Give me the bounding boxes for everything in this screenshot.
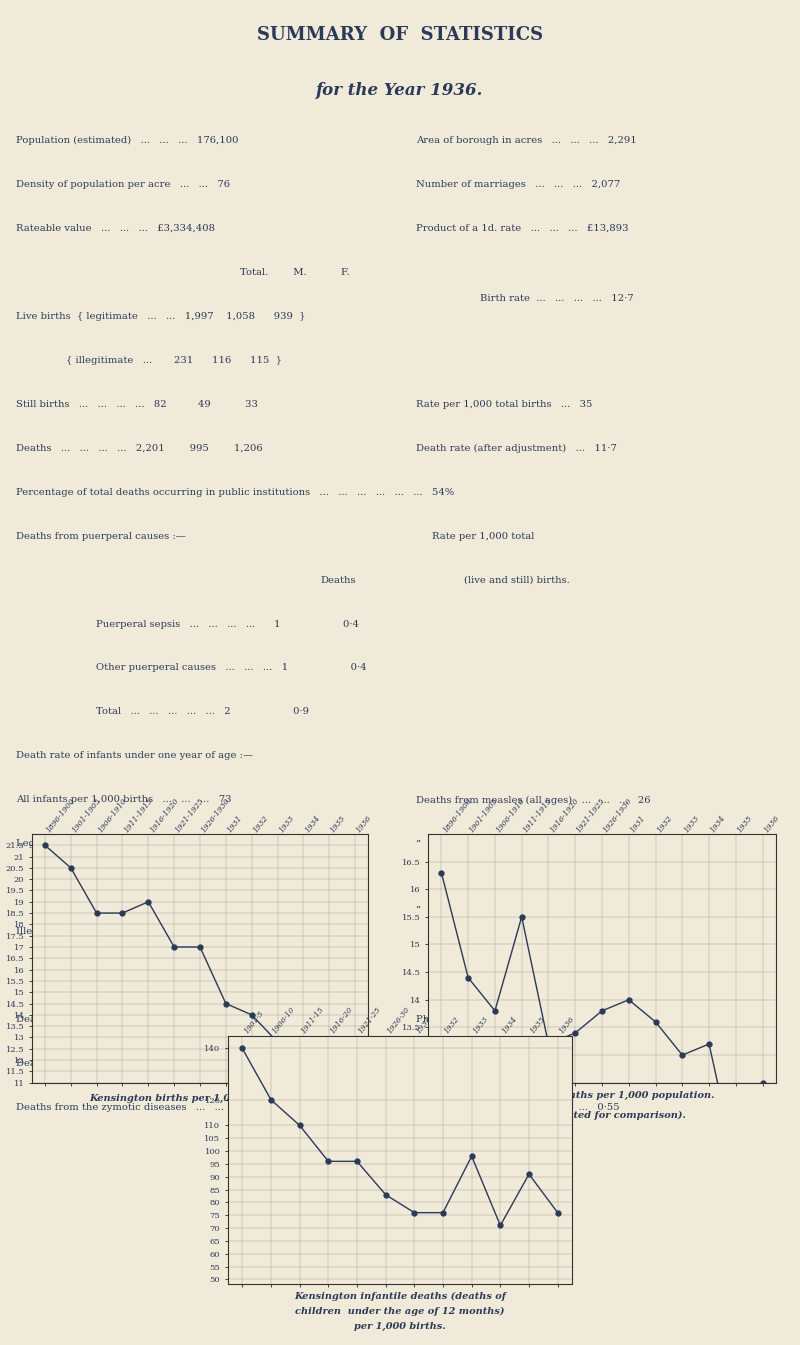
Text: 1933: 1933 (278, 814, 296, 834)
Text: 1916-1920: 1916-1920 (148, 796, 180, 834)
Text: 1936: 1936 (558, 1015, 576, 1036)
Text: Deaths: Deaths (320, 576, 355, 585)
Text: ”       diarrhœa (under 2 years of age)   ...   39: ” diarrhœa (under 2 years of age) ... 39 (416, 905, 647, 915)
Text: 1926-1930: 1926-1930 (602, 796, 634, 834)
Text: 1936: 1936 (355, 814, 374, 834)
Text: Kensington infantile deaths (deaths of: Kensington infantile deaths (deaths of (294, 1291, 506, 1301)
Text: Illegitimate infants per 1,000 illegitimate live: Illegitimate infants per 1,000 illegitim… (16, 928, 247, 936)
Text: Phthisis death rate   ...   ...   ...   ...   0·59: Phthisis death rate ... ... ... ... 0·59 (416, 1015, 619, 1025)
Text: 1931: 1931 (414, 1015, 433, 1036)
Text: 1935: 1935 (529, 1015, 547, 1036)
Text: for the Year 1936.: for the Year 1936. (316, 82, 484, 98)
Text: Total.        M.           F.: Total. M. F. (240, 268, 350, 277)
Text: 1936: 1936 (762, 814, 781, 834)
Text: 1921-1925: 1921-1925 (575, 796, 607, 834)
Text: ”       whooping cough (all ages)   ...   13: ” whooping cough (all ages) ... 13 (416, 839, 618, 849)
Text: Live births  { legitimate   ...   ...   1,997    1,058      939  }: Live births { legitimate ... ... 1,997 1… (16, 312, 306, 320)
Text: 1934: 1934 (709, 814, 727, 834)
Text: { illegitimate   ...       231      116      115  }: { illegitimate ... 231 116 115 } (16, 355, 282, 364)
Text: Area of borough in acres   ...   ...   ...   2,291: Area of borough in acres ... ... ... 2,2… (416, 136, 637, 145)
Text: (not adjusted for comparison).: (not adjusted for comparison). (518, 1111, 686, 1120)
Text: Legitimate infants per 1,000 legitimate live: Legitimate infants per 1,000 legitimate … (16, 839, 238, 849)
Text: Number of marriages   ...   ...   ...   2,077: Number of marriages ... ... ... 2,077 (416, 180, 620, 188)
Text: births   ...   ...   ...   ...   ...   104: births ... ... ... ... ... 104 (96, 971, 249, 981)
Text: 1901-1905: 1901-1905 (468, 796, 500, 834)
Text: (live and still) births.: (live and still) births. (464, 576, 570, 585)
Text: per 1,000 births.: per 1,000 births. (354, 1322, 446, 1332)
Text: 1926-1930: 1926-1930 (200, 796, 232, 834)
Text: 1933: 1933 (472, 1015, 490, 1036)
Text: 1896-1900: 1896-1900 (45, 796, 77, 834)
Text: Percentage of total deaths occurring in public institutions   ...   ...   ...   : Percentage of total deaths occurring in … (16, 488, 454, 496)
Text: 1932: 1932 (252, 814, 270, 834)
Text: Total   ...   ...   ...   ...   ...   2                    0·9: Total ... ... ... ... ... 2 0·9 (96, 707, 309, 717)
Text: 1901-1905: 1901-1905 (70, 796, 102, 834)
Text: 1931: 1931 (629, 814, 647, 834)
Text: Population (estimated)   ...   ...   ...   176,100: Population (estimated) ... ... ... 176,1… (16, 136, 238, 145)
Text: 1896-1900: 1896-1900 (442, 796, 474, 834)
Text: 1906-1910: 1906-1910 (495, 796, 527, 834)
Text: 1916-1920: 1916-1920 (549, 796, 580, 834)
Text: Deaths from puerperal causes :—: Deaths from puerperal causes :— (16, 531, 186, 541)
Text: Birth rate  ...   ...   ...   ...   12·7: Birth rate ... ... ... ... 12·7 (480, 295, 634, 303)
Text: Death rate of infants under one year of age :—: Death rate of infants under one year of … (16, 752, 253, 760)
Text: 1911-1915: 1911-1915 (522, 796, 554, 834)
Text: Deaths from phthisis   ...   ...   ...   ...   105: Deaths from phthisis ... ... ... ... 105 (16, 1015, 226, 1025)
Text: 1935: 1935 (330, 814, 347, 834)
Text: children  under the age of 12 months): children under the age of 12 months) (295, 1307, 505, 1315)
Text: Density of population per acre   ...   ...   76: Density of population per acre ... ... 7… (16, 180, 230, 188)
Text: Kensington births per 1,000 population.: Kensington births per 1,000 population. (90, 1095, 310, 1103)
Text: 1911-1915: 1911-1915 (122, 796, 154, 834)
Text: Kensington deaths per 1,000 population.: Kensington deaths per 1,000 population. (490, 1091, 714, 1100)
Text: SUMMARY  OF  STATISTICS: SUMMARY OF STATISTICS (257, 26, 543, 44)
Text: 1921-25: 1921-25 (357, 1006, 383, 1036)
Text: births   ...   ...   ...   ...   ...   69: births ... ... ... ... ... 69 (96, 884, 242, 892)
Text: Zymotic death rate   ...   ...   ...   ...   0·55: Zymotic death rate ... ... ... ... 0·55 (416, 1103, 620, 1112)
Text: Rate per 1,000 total: Rate per 1,000 total (432, 531, 534, 541)
Text: 1932: 1932 (655, 814, 674, 834)
Text: 1931: 1931 (226, 814, 244, 834)
Text: Deaths from the zymotic diseases   ...   ...   97: Deaths from the zymotic diseases ... ...… (16, 1103, 246, 1112)
Text: 1901-5: 1901-5 (242, 1010, 266, 1036)
Text: 1934: 1934 (303, 814, 322, 834)
Text: 1911-15: 1911-15 (300, 1006, 326, 1036)
Text: Rate per 1,000 total births   ...   35: Rate per 1,000 total births ... 35 (416, 399, 592, 409)
Text: Product of a 1d. rate   ...   ...   ...   £13,893: Product of a 1d. rate ... ... ... £13,89… (416, 223, 629, 233)
Text: Deaths from all forms of tuberculosis   ...   123: Deaths from all forms of tuberculosis ..… (16, 1060, 252, 1068)
Text: 1906-1910: 1906-1910 (97, 796, 129, 834)
Text: Tuberculosis death rate   ...   ...   ...   0·70: Tuberculosis death rate ... ... ... 0·70 (416, 1060, 625, 1068)
Text: 1926-30: 1926-30 (386, 1006, 411, 1036)
Text: Other puerperal causes   ...   ...   ...   1                    0·4: Other puerperal causes ... ... ... 1 0·4 (96, 663, 366, 672)
Text: Deaths   ...   ...   ...   ...   2,201        995        1,206: Deaths ... ... ... ... 2,201 995 1,206 (16, 444, 262, 452)
Text: Rateable value   ...   ...   ...   £3,334,408: Rateable value ... ... ... £3,334,408 (16, 223, 215, 233)
Text: All infants per 1,000 births   ...   ...   ...   73: All infants per 1,000 births ... ... ...… (16, 795, 231, 804)
Text: Death rate (after adjustment)   ...   11·7: Death rate (after adjustment) ... 11·7 (416, 444, 617, 453)
Text: 1933: 1933 (682, 814, 701, 834)
Text: 1934: 1934 (500, 1015, 518, 1036)
Text: 1921-1925: 1921-1925 (174, 796, 206, 834)
Text: 1916-20: 1916-20 (328, 1006, 354, 1036)
Text: 1935: 1935 (736, 814, 754, 834)
Text: 1932: 1932 (443, 1015, 462, 1036)
Text: Still births   ...   ...   ...   ...   82          49           33: Still births ... ... ... ... 82 49 33 (16, 399, 258, 409)
Text: Deaths from measles (all ages)   ...   ...   ...   26: Deaths from measles (all ages) ... ... .… (416, 795, 650, 804)
Text: Puerperal sepsis   ...   ...   ...   ...      1                    0·4: Puerperal sepsis ... ... ... ... 1 0·4 (96, 620, 359, 628)
Text: 1906-10: 1906-10 (271, 1006, 297, 1036)
